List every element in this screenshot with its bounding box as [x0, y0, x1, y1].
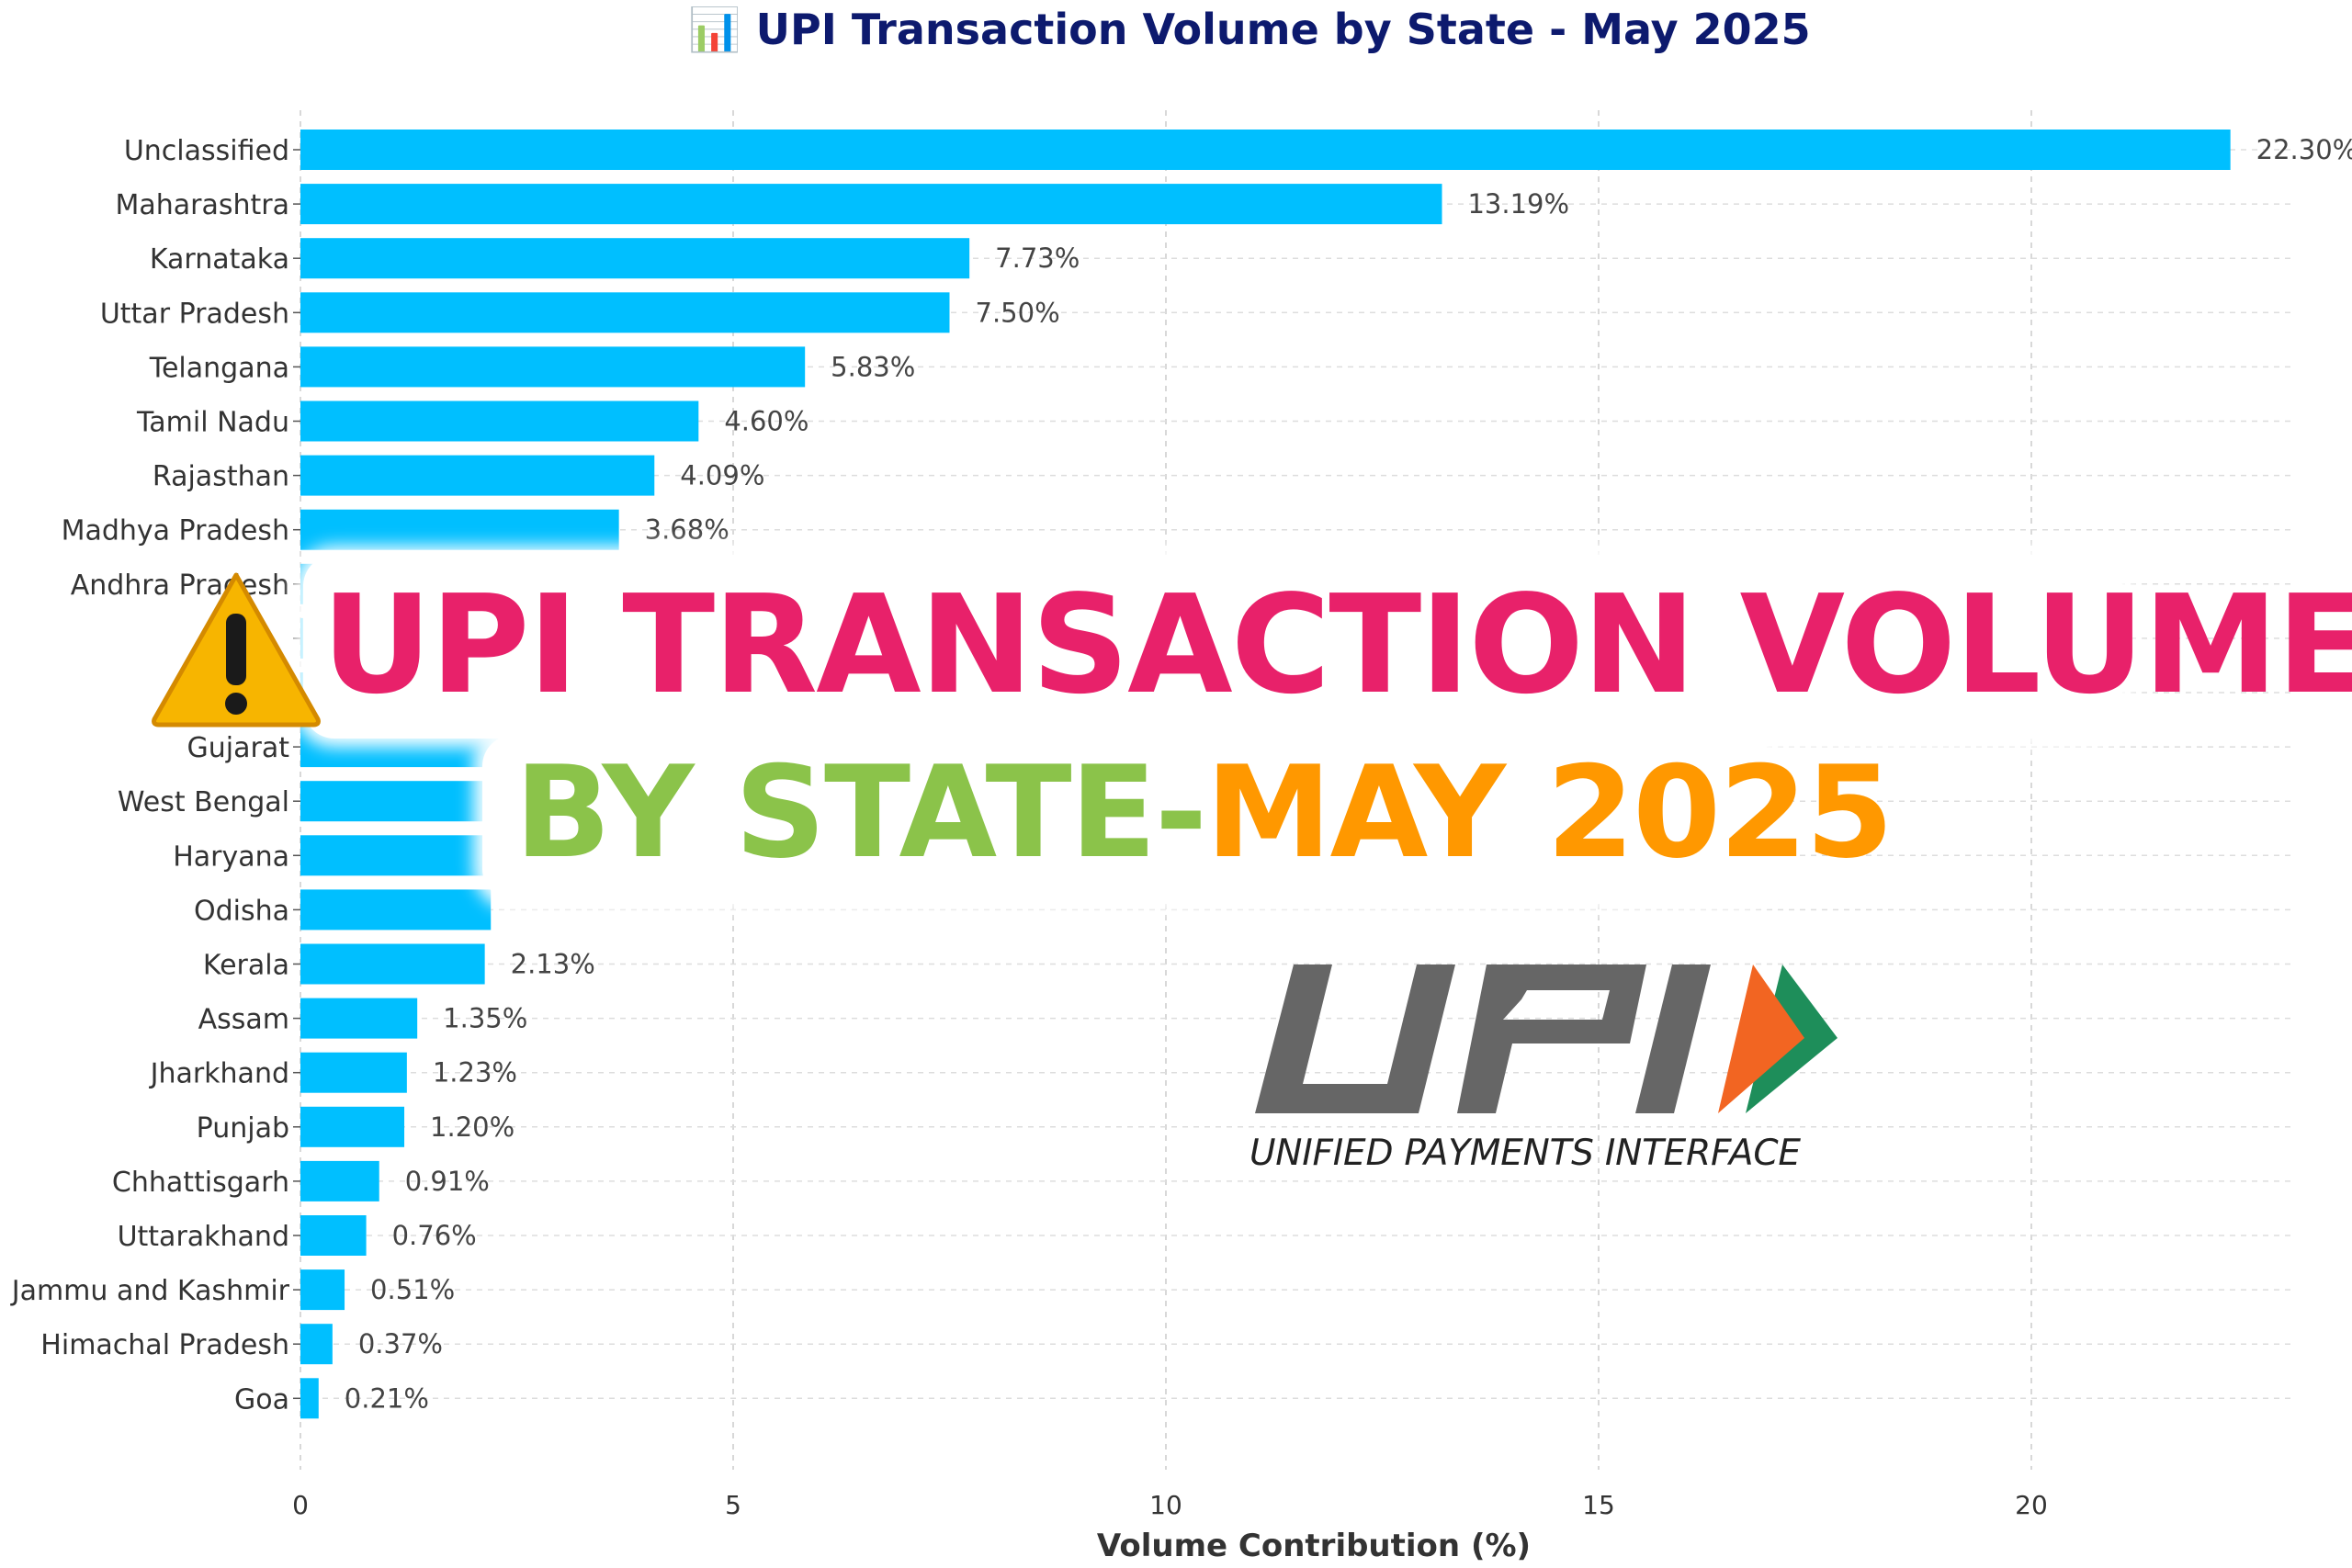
x-tick-label: 20 [2015, 1490, 2048, 1520]
category-label: Rajasthan [153, 461, 289, 493]
value-label: 1.23% [433, 1057, 517, 1089]
bar [300, 943, 485, 985]
category-labels: Unclassified Maharashtra Karnataka Uttar Pr… [10, 135, 290, 1416]
x-tick-label: 0 [292, 1490, 309, 1520]
bar [300, 455, 655, 496]
bar [300, 346, 806, 388]
category-label: Odisha [194, 895, 289, 927]
bar [300, 1052, 407, 1093]
bar [300, 1378, 319, 1419]
category-label: Himachal Pradesh [40, 1329, 289, 1361]
category-label: Jammu and Kashmir [10, 1275, 290, 1307]
value-label: 3.68% [645, 514, 729, 546]
bar [300, 238, 970, 279]
bar [300, 130, 2231, 170]
headline-banner-bottom [482, 735, 1769, 900]
value-labels: 22.30% 13.19% 7.73% 7.50% 5.83% 4.60% 4.09% 3.6… [345, 134, 2352, 1414]
x-tick-label: 10 [1149, 1490, 1182, 1520]
value-label: 1.35% [443, 1003, 527, 1034]
category-label: Uttarakhand [118, 1221, 289, 1253]
value-label: 22.30% [2256, 134, 2352, 165]
value-label: 1.20% [430, 1111, 514, 1143]
category-label: Gujarat [187, 732, 290, 764]
bar [300, 1106, 405, 1147]
category-label: Andhra Pradesh [71, 570, 289, 602]
upi-caption: UNIFIED PAYMENTS INTERFACE [1250, 1133, 1801, 1171]
value-label: 0.37% [358, 1328, 443, 1359]
value-label: 4.60% [724, 406, 808, 437]
warning-icon [152, 572, 321, 728]
category-label: Haryana [173, 840, 289, 873]
category-label: Uttar Pradesh [100, 298, 289, 330]
category-label: Jharkhand [149, 1058, 289, 1090]
category-label: Madhya Pradesh [62, 515, 289, 547]
bar [300, 292, 950, 333]
headline-line-1: UPI TRANSACTION VOLUME [322, 566, 2352, 724]
bar [300, 400, 699, 442]
value-label: 4.09% [680, 460, 764, 491]
value-label: 7.73% [995, 243, 1080, 274]
bar [300, 835, 504, 876]
category-label: Chhattisgarh [112, 1167, 289, 1199]
bar [300, 1215, 367, 1256]
value-label: 7.50% [976, 297, 1060, 328]
x-axis-label: Volume Contribution (%) [1097, 1528, 1531, 1564]
bar [300, 509, 619, 550]
headline-line-2: BY STATE-MAY 2025 [514, 744, 1894, 882]
upi-logo: UNIFIED PAYMENTS INTERFACE [1250, 964, 1838, 1171]
headline-by-state: BY STATE- [514, 739, 1207, 886]
bar [300, 889, 492, 931]
value-label: 0.51% [370, 1274, 455, 1305]
category-label: Tamil Nadu [136, 407, 289, 439]
category-label: Telangana [149, 352, 289, 384]
bar [300, 184, 1442, 225]
category-label: Kerala [203, 950, 289, 982]
headline-month-year: MAY 2025 [1205, 739, 1894, 886]
headline-banner-top [303, 555, 2122, 739]
bar [300, 781, 513, 822]
bar [300, 1269, 345, 1311]
chart-title: 📊 UPI Transaction Volume by State - May … [688, 5, 1810, 54]
category-label: Karnataka [150, 243, 289, 276]
category-label: Punjab [197, 1112, 289, 1145]
value-label: 0.21% [345, 1382, 429, 1414]
x-ticks: 0 5 10 15 20 [292, 149, 2048, 1520]
category-label: Assam [198, 1004, 289, 1036]
value-label: 0.91% [405, 1166, 490, 1197]
bar [300, 998, 418, 1039]
category-label: Unclassified [124, 135, 289, 167]
category-label: Goa [234, 1383, 289, 1416]
x-tick-label: 5 [725, 1490, 741, 1520]
x-tick-label: 15 [1582, 1490, 1615, 1520]
value-label: 2.13% [511, 949, 595, 980]
bar [300, 1324, 333, 1365]
value-label: 5.83% [831, 351, 915, 382]
category-label: Maharashtra [115, 189, 289, 221]
value-label: 0.76% [392, 1220, 477, 1251]
value-label: 13.19% [1467, 188, 1569, 220]
category-label: West Bengal [118, 786, 289, 818]
bar [300, 1160, 379, 1201]
